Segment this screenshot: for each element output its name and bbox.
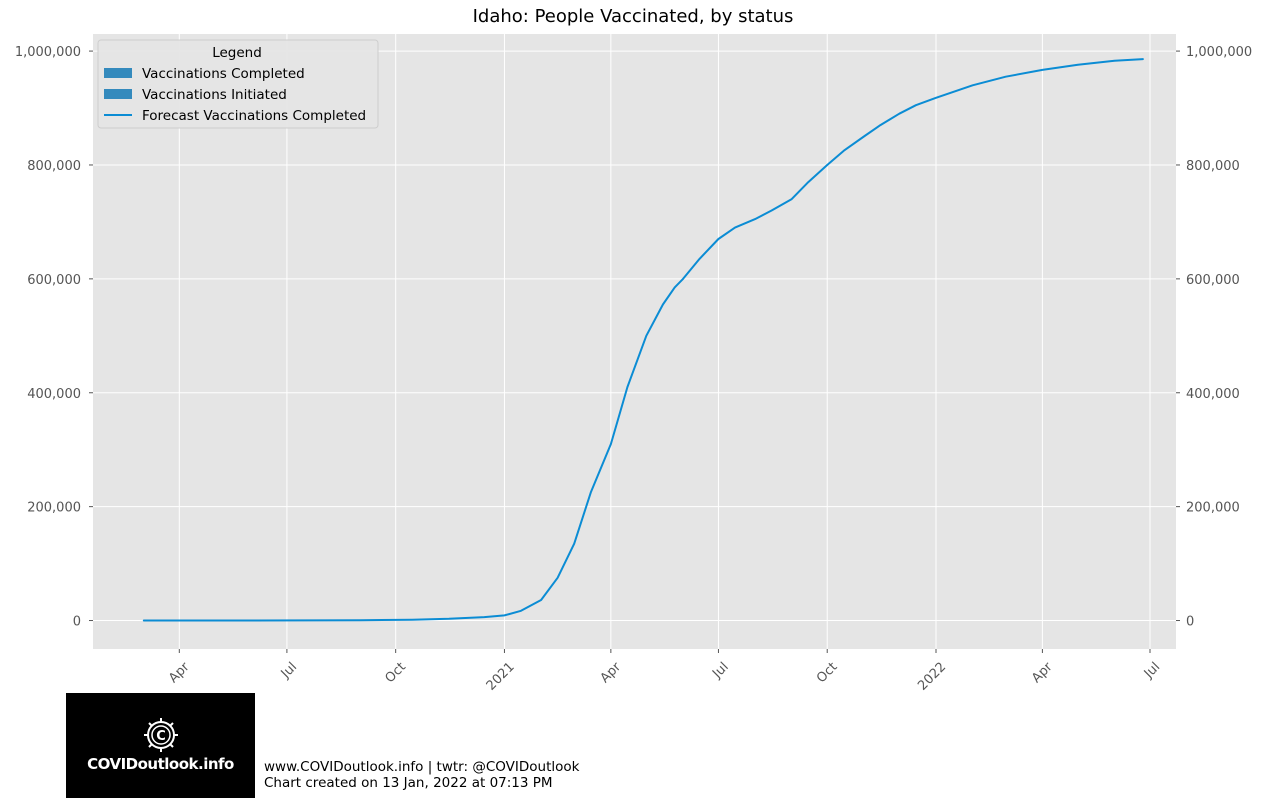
x-tick-label: Apr bbox=[598, 659, 625, 686]
y-tick-label-right: 1,000,000 bbox=[1186, 45, 1252, 60]
legend-swatch bbox=[104, 89, 132, 99]
covidoutlook-logo: C COVIDoutlook.info bbox=[66, 693, 255, 798]
y-tick-label-left: 0 bbox=[73, 615, 81, 630]
x-tick-label: Apr bbox=[1029, 659, 1056, 686]
chart-title: Idaho: People Vaccinated, by status bbox=[472, 6, 794, 27]
x-tick-label: Jul bbox=[1141, 660, 1163, 682]
x-tick-label: Oct bbox=[814, 660, 841, 687]
legend-swatch bbox=[104, 68, 132, 78]
legend-box bbox=[97, 39, 379, 129]
y-tick-label-left: 200,000 bbox=[27, 501, 81, 516]
x-tick-label: Oct bbox=[382, 660, 409, 687]
x-tick-label: 2021 bbox=[484, 660, 518, 694]
footer: www.COVIDoutlook.info | twtr: @COVIDoutl… bbox=[264, 759, 579, 791]
plot-area bbox=[93, 34, 1176, 649]
series-layer bbox=[142, 58, 1144, 622]
legend-entry-label: Vaccinations Initiated bbox=[142, 87, 287, 103]
footer-line-2: Chart created on 13 Jan, 2022 at 07:13 P… bbox=[264, 775, 553, 791]
y-tick-label-right: 600,000 bbox=[1186, 273, 1240, 288]
x-tick-label: Jul bbox=[709, 660, 731, 682]
x-tick-label: Apr bbox=[166, 659, 193, 686]
y-tick-label-right: 200,000 bbox=[1186, 501, 1240, 516]
y-axis-right: 0 200,000 400,000 600,000 800,000 1,000,000 bbox=[1176, 45, 1252, 630]
y-tick-label-left: 1,000,000 bbox=[15, 45, 81, 60]
svg-text:C: C bbox=[156, 729, 166, 744]
y-tick-label-right: 0 bbox=[1186, 615, 1194, 630]
y-tick-label-right: 800,000 bbox=[1186, 159, 1240, 174]
legend-entry-label: Forecast Vaccinations Completed bbox=[142, 108, 366, 124]
grid bbox=[93, 34, 1176, 649]
y-tick-label-left: 800,000 bbox=[27, 159, 81, 174]
forecast-vaccinations-completed-line bbox=[142, 58, 1144, 622]
legend-title: Legend bbox=[212, 45, 262, 61]
y-tick-label-left: 400,000 bbox=[27, 387, 81, 402]
x-tick-label: 2022 bbox=[915, 660, 949, 694]
footer-line-1: www.COVIDoutlook.info | twtr: @COVIDoutl… bbox=[264, 759, 580, 775]
x-tick-label: Jul bbox=[278, 660, 300, 682]
logo-text: COVIDoutlook.info bbox=[87, 755, 234, 773]
y-axis-left: 0 200,000 400,000 600,000 800,000 1,000,000 bbox=[15, 45, 93, 630]
y-tick-label-left: 600,000 bbox=[27, 273, 81, 288]
legend: Legend Vaccinations Completed Vaccinations… bbox=[97, 39, 379, 129]
legend-entry-label: Vaccinations Completed bbox=[142, 66, 305, 82]
covid-virus-icon: C bbox=[144, 718, 178, 752]
x-axis: Apr Jul Oct 2021 Apr Jul Oct 2022 Apr Jul bbox=[166, 649, 1163, 694]
y-tick-label-right: 400,000 bbox=[1186, 387, 1240, 402]
